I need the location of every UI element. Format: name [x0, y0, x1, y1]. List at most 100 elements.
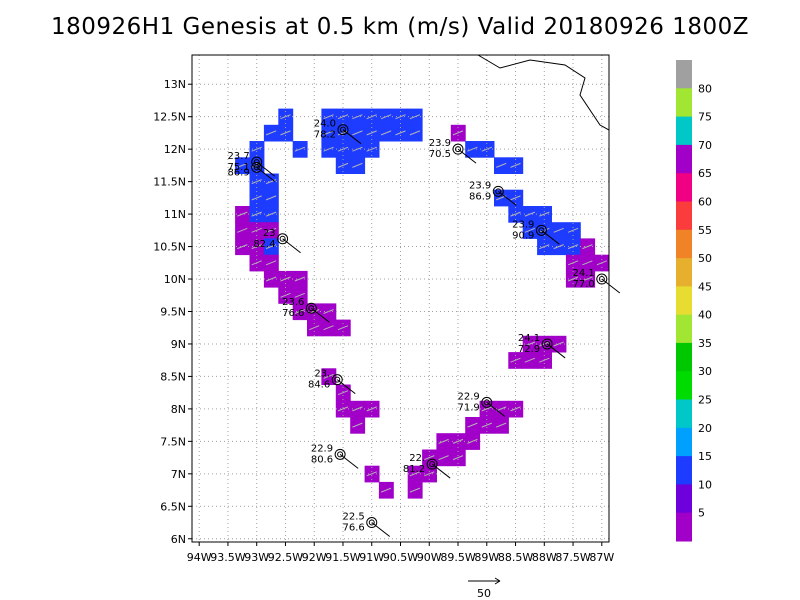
y-tick-label: 6N — [171, 533, 186, 546]
wind-barb — [497, 190, 517, 206]
x-tick-label: 89W — [474, 551, 499, 564]
wind-vector — [265, 227, 277, 233]
obs-wind-label: 23. — [314, 369, 330, 380]
obs-wind-label: 24.0 — [314, 119, 336, 130]
x-tick-label: 90W — [417, 551, 442, 564]
colorbar-segment — [676, 484, 692, 514]
wind-vector — [582, 244, 593, 250]
obs-wind-label: 23.6 — [282, 297, 304, 308]
y-tick-label: 7.5N — [160, 435, 186, 448]
x-tick-label: 87.5W — [555, 551, 590, 564]
wind-vector — [251, 227, 262, 233]
wind-vector — [265, 179, 277, 185]
wind-barb — [541, 229, 560, 245]
obs-rh-label: 71.9 — [458, 402, 480, 413]
obs-marker — [481, 396, 493, 408]
wind-vector — [280, 114, 291, 120]
x-tick-label: 88W — [532, 551, 557, 564]
wind-vector — [352, 406, 363, 412]
x-tick-label: 92.5W — [268, 551, 303, 564]
wind-vector — [409, 130, 421, 136]
obs-marker — [535, 224, 547, 236]
colorbar-segment — [676, 116, 692, 146]
x-tick-label: 93W — [244, 551, 269, 564]
obs-marker — [426, 458, 438, 470]
x-tick-label: 91W — [359, 551, 384, 564]
wind-vector — [237, 244, 248, 250]
scale-arrow-head — [494, 577, 501, 585]
wind-barb — [546, 343, 566, 359]
obs-rh-label: 80.6 — [311, 454, 333, 465]
colorbar-label: 50 — [698, 252, 712, 265]
coastline — [476, 54, 610, 131]
wind-vector — [265, 244, 277, 250]
wind-vector — [265, 211, 277, 217]
wind-vector — [596, 260, 607, 266]
wind-vector — [294, 276, 305, 282]
colorbar-segment — [676, 258, 692, 287]
wind-vector — [237, 211, 248, 217]
colorbar-segment — [676, 286, 692, 316]
y-tick-label: 8N — [171, 403, 186, 416]
wind-vector — [438, 438, 449, 444]
wind-vector — [366, 146, 377, 152]
colorbar-segment — [676, 427, 692, 457]
wind-barb — [256, 166, 276, 182]
colorbar-label: 45 — [698, 280, 712, 293]
wind-vector — [352, 162, 363, 168]
obs-marker — [331, 374, 343, 386]
wind-vector — [510, 195, 521, 201]
wind-vector — [496, 422, 507, 428]
wind-barb — [339, 453, 359, 469]
obs-marker — [337, 124, 349, 136]
colorbar-label: 65 — [698, 167, 712, 180]
wind-vector — [337, 390, 349, 396]
x-tick-label: 88.5W — [498, 551, 533, 564]
obs-marker — [251, 156, 263, 168]
x-tick-label: 90.5W — [383, 551, 418, 564]
obs-marker-inner — [308, 305, 315, 312]
wind-barb — [457, 148, 477, 164]
obs-marker-inner — [368, 519, 375, 526]
x-tick-label: 89.5W — [440, 551, 475, 564]
wind-vector — [510, 211, 521, 217]
obs-marker-inner — [253, 164, 260, 171]
wind-vector — [510, 357, 521, 363]
wind-barb — [342, 129, 362, 145]
y-tick-label: 10N — [164, 273, 186, 286]
obs-marker — [492, 185, 504, 197]
colorbar-label: 40 — [698, 309, 712, 322]
wind-vector — [366, 406, 377, 412]
wind-barb — [311, 307, 330, 323]
wind-vector — [496, 406, 507, 412]
obs-rh-label: 82.4 — [253, 239, 275, 250]
y-tick-label: 10.5N — [153, 241, 186, 254]
x-axis-ticks: 94W93.5W93W92.5W92W91.5W91W90.5W90W89.5W… — [187, 542, 614, 564]
colorbar-segment — [676, 229, 692, 259]
wind-vector — [553, 227, 564, 233]
wind-vector — [352, 114, 363, 120]
colorbar-label: 5 — [698, 507, 705, 520]
y-tick-label: 9.5N — [160, 305, 186, 318]
obs-rh-label: 70.5 — [429, 149, 451, 160]
wind-vector — [323, 325, 334, 331]
colorbar-label: 70 — [698, 139, 712, 152]
wind-vector — [366, 471, 377, 477]
colorbar-segment — [676, 399, 692, 429]
obs-marker — [251, 161, 263, 173]
colorbar-label: 15 — [698, 450, 712, 463]
wind-vector — [452, 438, 464, 444]
wind-barb — [256, 161, 276, 177]
obs-wind-label: 23 — [263, 228, 276, 239]
wind-vector — [366, 114, 377, 120]
obs-rh-label: 86.9 — [227, 167, 249, 178]
wind-barb — [431, 463, 451, 479]
wind-vector — [424, 455, 435, 461]
wind-vector — [481, 406, 492, 412]
scale-arrow: 50 — [468, 577, 501, 600]
wind-vector — [337, 146, 349, 152]
obs-marker-inner — [339, 126, 346, 133]
wind-vector — [265, 260, 277, 266]
y-tick-label: 12N — [164, 143, 186, 156]
